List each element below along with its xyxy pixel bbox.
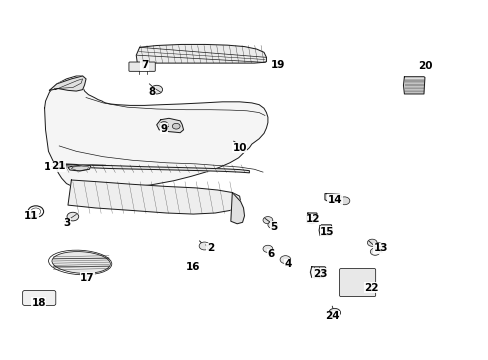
Text: 5: 5 [269,222,277,231]
Text: 3: 3 [63,218,70,228]
Text: 2: 2 [206,243,214,253]
Text: 23: 23 [312,269,326,279]
Circle shape [172,123,180,129]
Circle shape [160,122,167,127]
Circle shape [199,242,209,250]
Circle shape [369,248,379,255]
Text: 7: 7 [141,60,148,70]
Circle shape [263,245,272,252]
Text: 13: 13 [373,243,387,253]
Text: 17: 17 [80,273,95,283]
Polygon shape [306,213,317,224]
Circle shape [366,239,376,246]
Polygon shape [230,193,244,224]
Text: 24: 24 [325,311,339,321]
Polygon shape [49,76,86,91]
Text: 14: 14 [327,195,341,205]
Polygon shape [325,194,341,202]
Circle shape [263,217,272,224]
Circle shape [67,212,79,221]
Circle shape [151,85,162,94]
Circle shape [338,197,349,205]
FancyBboxPatch shape [129,62,155,71]
Text: 16: 16 [185,262,200,272]
Polygon shape [310,267,326,278]
Text: 11: 11 [24,211,39,221]
Text: 4: 4 [284,259,291,269]
Circle shape [267,221,277,228]
Polygon shape [44,76,267,190]
Polygon shape [136,44,266,63]
Text: 12: 12 [305,215,319,224]
Text: 18: 18 [31,298,46,308]
Text: 9: 9 [160,124,167,134]
Polygon shape [403,77,424,94]
Text: 20: 20 [417,61,431,71]
Text: 21: 21 [51,161,65,171]
Text: 1: 1 [43,162,51,172]
Text: 8: 8 [148,87,155,97]
Circle shape [280,256,290,264]
Polygon shape [157,118,183,133]
FancyBboxPatch shape [22,291,56,306]
Polygon shape [319,225,331,235]
Circle shape [328,309,340,317]
Text: 15: 15 [320,227,334,237]
Circle shape [236,143,245,150]
Ellipse shape [52,252,110,273]
Text: 22: 22 [363,283,378,293]
Circle shape [373,243,383,250]
Polygon shape [68,180,240,214]
FancyBboxPatch shape [339,269,375,297]
Text: 10: 10 [232,143,246,153]
Polygon shape [64,164,249,173]
Text: 19: 19 [270,60,285,70]
Polygon shape [68,165,91,171]
Text: 6: 6 [267,249,274,259]
